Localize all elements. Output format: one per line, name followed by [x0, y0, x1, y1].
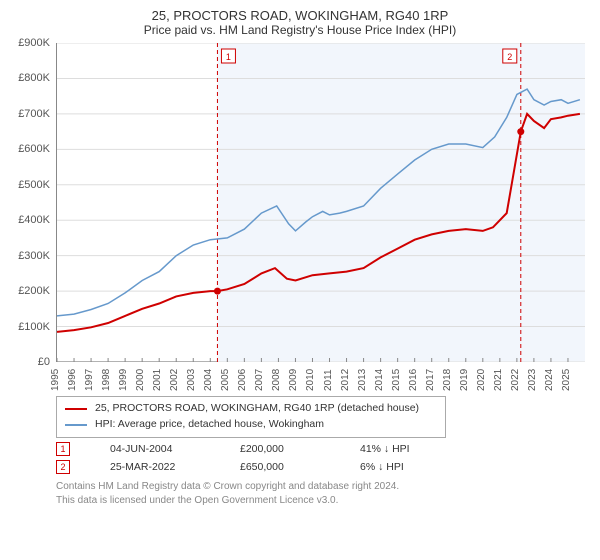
- x-axis-label: 1995: [50, 369, 61, 391]
- x-axis-label: 2014: [374, 369, 385, 391]
- legend-label: 25, PROCTORS ROAD, WOKINGHAM, RG40 1RP (…: [95, 401, 419, 417]
- x-axis-label: 2015: [391, 369, 402, 391]
- sale-price: £650,000: [240, 461, 320, 473]
- sales-table: 1 04-JUN-2004 £200,000 41% ↓ HPI 2 25-MAR-202…: [10, 442, 590, 474]
- x-axis-label: 2000: [135, 369, 146, 391]
- x-axis-label: 2025: [561, 369, 572, 391]
- x-axis-label: 2007: [254, 369, 265, 391]
- x-axis-label: 2009: [288, 369, 299, 391]
- svg-text:1: 1: [226, 52, 231, 62]
- y-axis-label: £600K: [10, 143, 50, 155]
- legend-swatch: [65, 424, 87, 426]
- x-axis-label: 1996: [67, 369, 78, 391]
- sale-diff: 41% ↓ HPI: [360, 443, 430, 455]
- y-axis-label: £100K: [10, 321, 50, 333]
- x-axis-label: 1997: [84, 369, 95, 391]
- legend: 25, PROCTORS ROAD, WOKINGHAM, RG40 1RP (…: [56, 396, 446, 438]
- sale-date: 25-MAR-2022: [110, 461, 200, 473]
- x-axis-label: 2008: [271, 369, 282, 391]
- legend-item: 25, PROCTORS ROAD, WOKINGHAM, RG40 1RP (…: [65, 401, 437, 417]
- x-axis-label: 2016: [408, 369, 419, 391]
- y-axis-label: £700K: [10, 108, 50, 120]
- sale-row: 2 25-MAR-2022 £650,000 6% ↓ HPI: [56, 460, 590, 474]
- x-axis-label: 2005: [220, 369, 231, 391]
- sale-date: 04-JUN-2004: [110, 443, 200, 455]
- y-axis-label: £300K: [10, 250, 50, 262]
- sale-diff: 6% ↓ HPI: [360, 461, 430, 473]
- y-axis-label: £500K: [10, 179, 50, 191]
- sale-price: £200,000: [240, 443, 320, 455]
- x-axis-label: 2022: [510, 369, 521, 391]
- x-axis-label: 2004: [203, 369, 214, 391]
- y-axis-label: £900K: [10, 37, 50, 49]
- footer: Contains HM Land Registry data © Crown c…: [56, 480, 590, 508]
- x-axis-label: 2019: [459, 369, 470, 391]
- x-axis-label: 2020: [476, 369, 487, 391]
- x-axis-label: 2021: [493, 369, 504, 391]
- sale-row: 1 04-JUN-2004 £200,000 41% ↓ HPI: [56, 442, 590, 456]
- footer-line: Contains HM Land Registry data © Crown c…: [56, 480, 590, 494]
- x-axis-label: 2002: [169, 369, 180, 391]
- svg-text:2: 2: [507, 52, 512, 62]
- x-axis-label: 2003: [186, 369, 197, 391]
- x-axis-label: 2011: [323, 369, 334, 391]
- sale-marker: 1: [56, 442, 70, 456]
- y-axis-label: £400K: [10, 214, 50, 226]
- footer-line: This data is licensed under the Open Gov…: [56, 494, 590, 508]
- legend-label: HPI: Average price, detached house, Woki…: [95, 417, 324, 433]
- x-axis-label: 1998: [101, 369, 112, 391]
- x-axis-label: 1999: [118, 369, 129, 391]
- y-axis-label: £0: [10, 356, 50, 368]
- page-subtitle: Price paid vs. HM Land Registry's House …: [10, 23, 590, 37]
- plot-svg: 12: [57, 43, 585, 362]
- page-title: 25, PROCTORS ROAD, WOKINGHAM, RG40 1RP: [10, 8, 590, 23]
- x-axis-label: 2024: [544, 369, 555, 391]
- plot-region: 12: [56, 43, 584, 362]
- legend-swatch: [65, 408, 87, 410]
- x-axis-label: 2018: [442, 369, 453, 391]
- x-axis-label: 2017: [425, 369, 436, 391]
- sale-marker: 2: [56, 460, 70, 474]
- x-axis-label: 2012: [340, 369, 351, 391]
- x-axis-label: 2001: [152, 369, 163, 391]
- x-axis-label: 2010: [305, 369, 316, 391]
- x-axis-label: 2006: [237, 369, 248, 391]
- chart-area: 12 £0£100K£200K£300K£400K£500K£600K£700K…: [10, 43, 590, 388]
- y-axis-label: £200K: [10, 285, 50, 297]
- legend-item: HPI: Average price, detached house, Woki…: [65, 417, 437, 433]
- y-axis-label: £800K: [10, 72, 50, 84]
- x-axis-label: 2013: [357, 369, 368, 391]
- x-axis-label: 2023: [527, 369, 538, 391]
